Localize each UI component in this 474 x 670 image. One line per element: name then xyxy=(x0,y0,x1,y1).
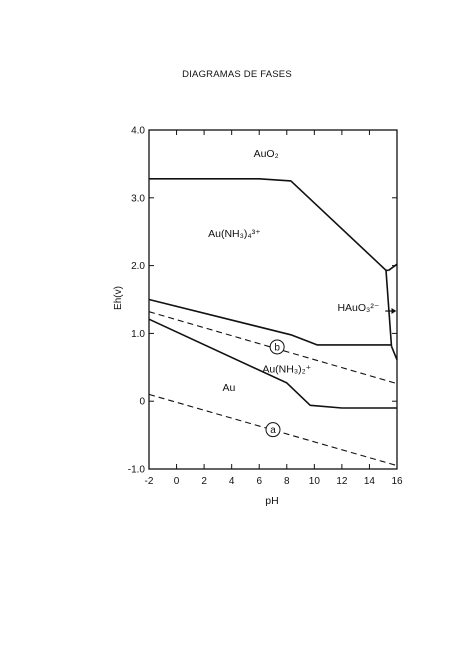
y-tick-label: 4.0 xyxy=(131,126,145,137)
x-tick-label: 4 xyxy=(229,476,235,487)
phase-field-label: Au xyxy=(222,382,235,394)
x-axis-label: pH xyxy=(265,495,278,507)
line-marker-circle xyxy=(265,422,281,438)
page-title: DIAGRAMAS DE FASES xyxy=(182,69,292,80)
arrow-head xyxy=(391,308,397,315)
y-axis-label: Eh(v) xyxy=(113,286,124,310)
phase-boundary-line xyxy=(388,263,398,271)
line-marker-label: a xyxy=(270,425,276,436)
axes: -2 0 2 4 6 8 10 12 14 16 -1.0 0 1.0 2.0 3.0 4.0 xyxy=(128,126,403,488)
x-tick-label: 10 xyxy=(309,476,321,487)
y-tick-label: 2.0 xyxy=(131,261,145,272)
x-tick-label: 12 xyxy=(336,476,348,487)
phase-field-label: HAuO₃²⁻ xyxy=(337,302,379,314)
phase-boundary-line xyxy=(148,298,392,346)
dashed-boundary-line xyxy=(148,393,398,467)
phase-boundary-line xyxy=(148,318,397,409)
x-tick-label: 8 xyxy=(284,476,290,487)
series-lines xyxy=(148,178,398,467)
line-marker-circle xyxy=(269,339,285,355)
x-tick-label: 16 xyxy=(391,476,403,487)
dashed-boundary-line xyxy=(148,311,398,385)
phase-field-label: Au(NH₃)₄³⁺ xyxy=(208,228,261,240)
phase-field-label: Au(NH₃)₂⁺ xyxy=(262,364,311,376)
y-tick-label: 0 xyxy=(139,397,145,408)
x-tick-label: 14 xyxy=(364,476,376,487)
line-marker-label: b xyxy=(274,342,280,353)
x-tick-label: 0 xyxy=(174,476,180,487)
x-tick-label: 6 xyxy=(256,476,262,487)
phase-boundary-line xyxy=(385,270,393,347)
y-tick-label: 1.0 xyxy=(131,329,145,340)
phase-boundary-line xyxy=(390,345,398,361)
annotations: AuO₂ Au(NH₃)₄³⁺ HAuO₃²⁻ Au(NH₃)₂⁺ Au b a xyxy=(208,148,397,438)
y-tick-label: -1.0 xyxy=(128,465,146,476)
phase-boundary-line xyxy=(149,178,389,272)
plot-frame xyxy=(148,129,398,470)
x-tick-label: -2 xyxy=(145,476,154,487)
x-tick-label: 2 xyxy=(201,476,207,487)
y-tick-label: 3.0 xyxy=(131,193,145,204)
phase-field-label: AuO₂ xyxy=(254,148,279,160)
